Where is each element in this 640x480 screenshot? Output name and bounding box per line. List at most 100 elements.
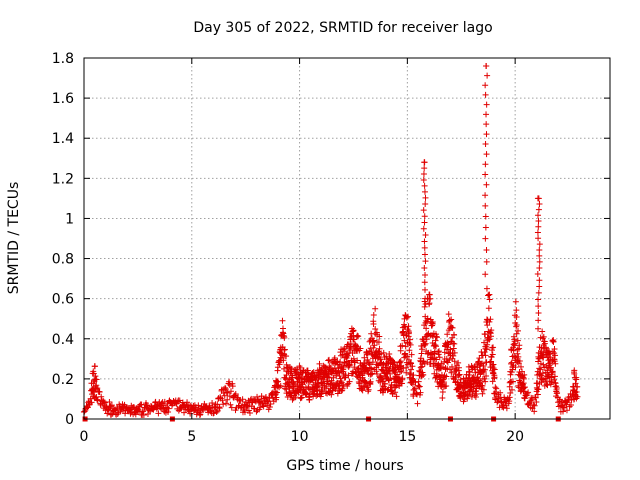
data-points (80, 63, 581, 422)
data-point (365, 360, 372, 367)
data-point (536, 277, 543, 284)
data-point (539, 328, 546, 335)
data-point (433, 334, 440, 341)
data-point (490, 344, 497, 351)
data-point (226, 393, 233, 400)
data-point (235, 394, 242, 401)
data-point (223, 389, 230, 396)
data-point (491, 374, 498, 381)
data-point (539, 370, 546, 377)
data-point (542, 344, 549, 351)
data-point (536, 241, 543, 248)
data-point (536, 246, 543, 253)
data-point (516, 342, 523, 349)
data-point (416, 367, 423, 374)
data-point (513, 330, 520, 337)
data-point (369, 338, 376, 345)
data-point (280, 357, 287, 364)
data-point (98, 393, 105, 400)
data-point (445, 341, 452, 348)
data-point (408, 351, 415, 358)
data-point (363, 351, 370, 358)
data-point (367, 378, 374, 385)
x-tick-label: 5 (187, 429, 196, 445)
data-point (535, 289, 542, 296)
data-point (220, 401, 227, 408)
data-point (482, 213, 489, 220)
data-point (239, 396, 246, 403)
data-point (361, 354, 368, 361)
data-point (503, 405, 510, 412)
data-point (432, 337, 439, 344)
data-point (385, 367, 392, 374)
data-point (488, 347, 495, 354)
data-point (195, 402, 202, 409)
data-point (549, 369, 556, 376)
data-point (373, 368, 380, 375)
data-point (482, 235, 489, 242)
data-point (418, 342, 425, 349)
y-tick-label: 0.6 (52, 292, 74, 308)
y-tick-label: 0.4 (52, 332, 74, 348)
data-point (470, 383, 477, 390)
data-point (399, 375, 406, 382)
data-point (417, 389, 424, 396)
data-point (155, 410, 162, 417)
data-point (479, 390, 486, 397)
data-point (480, 386, 487, 393)
data-point (254, 393, 261, 400)
data-point (451, 349, 458, 356)
data-point (487, 330, 494, 337)
data-point (445, 311, 452, 318)
data-point (534, 271, 541, 278)
data-point (480, 363, 487, 370)
data-point (408, 366, 415, 373)
data-point (101, 399, 108, 406)
data-point (449, 324, 456, 331)
data-point (554, 389, 561, 396)
data-point (541, 338, 548, 345)
data-point (450, 340, 457, 347)
data-point (465, 392, 472, 399)
data-point (88, 399, 95, 406)
data-point (535, 195, 542, 202)
data-point (294, 366, 301, 373)
data-point (213, 408, 220, 415)
data-point (571, 370, 578, 377)
data-point (518, 368, 525, 375)
data-point (421, 238, 428, 245)
data-point (482, 171, 489, 178)
data-point (108, 402, 115, 409)
data-point (510, 341, 517, 348)
data-point (482, 271, 489, 278)
data-point (443, 373, 450, 380)
data-point (347, 346, 354, 353)
data-point (424, 318, 431, 325)
data-point (535, 223, 542, 230)
data-point (354, 366, 361, 373)
data-point (94, 385, 101, 392)
data-point (224, 389, 231, 396)
data-point (421, 244, 428, 251)
data-point (474, 373, 481, 380)
data-point (544, 367, 551, 374)
data-point (422, 194, 429, 201)
data-point (401, 337, 408, 344)
data-point (351, 364, 358, 371)
data-point (535, 303, 542, 310)
data-point (390, 358, 397, 365)
data-point (421, 165, 428, 172)
data-point (374, 371, 381, 378)
data-point (368, 365, 375, 372)
data-point (482, 141, 489, 148)
data-point (513, 322, 520, 329)
data-point (405, 323, 412, 330)
data-point (397, 347, 404, 354)
data-point (482, 331, 489, 338)
data-point (424, 315, 431, 322)
data-point (335, 369, 342, 376)
data-point (209, 399, 216, 406)
data-point (81, 408, 88, 415)
data-point (514, 346, 521, 353)
data-point (419, 346, 426, 353)
